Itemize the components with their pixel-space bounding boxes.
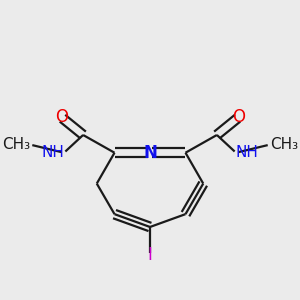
Text: NH: NH bbox=[236, 145, 259, 160]
Text: CH₃: CH₃ bbox=[2, 137, 30, 152]
Text: O: O bbox=[232, 108, 245, 126]
Text: I: I bbox=[148, 246, 152, 264]
Text: N: N bbox=[143, 144, 157, 162]
Text: O: O bbox=[55, 108, 68, 126]
Text: NH: NH bbox=[41, 145, 64, 160]
Text: CH₃: CH₃ bbox=[270, 137, 298, 152]
